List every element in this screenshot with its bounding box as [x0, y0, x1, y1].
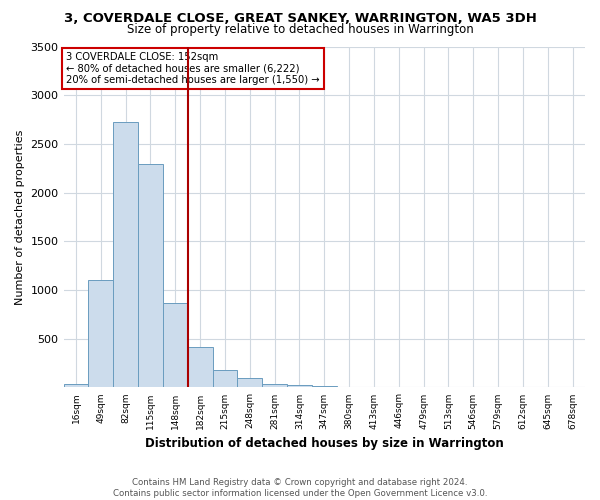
Text: Contains HM Land Registry data © Crown copyright and database right 2024.
Contai: Contains HM Land Registry data © Crown c…: [113, 478, 487, 498]
Bar: [88, 280, 113, 388]
Bar: [138, 164, 163, 388]
Bar: [212, 370, 238, 388]
Y-axis label: Number of detached properties: Number of detached properties: [15, 130, 25, 304]
Bar: [238, 378, 262, 388]
Bar: [312, 386, 337, 388]
Bar: [262, 384, 287, 388]
Text: 3, COVERDALE CLOSE, GREAT SANKEY, WARRINGTON, WA5 3DH: 3, COVERDALE CLOSE, GREAT SANKEY, WARRIN…: [64, 12, 536, 26]
Bar: [163, 302, 188, 388]
Bar: [113, 122, 138, 388]
Text: 3 COVERDALE CLOSE: 152sqm
← 80% of detached houses are smaller (6,222)
20% of se: 3 COVERDALE CLOSE: 152sqm ← 80% of detac…: [66, 52, 320, 85]
Bar: [188, 347, 212, 388]
Bar: [64, 384, 88, 388]
X-axis label: Distribution of detached houses by size in Warrington: Distribution of detached houses by size …: [145, 437, 503, 450]
Text: Size of property relative to detached houses in Warrington: Size of property relative to detached ho…: [127, 22, 473, 36]
Bar: [287, 386, 312, 388]
